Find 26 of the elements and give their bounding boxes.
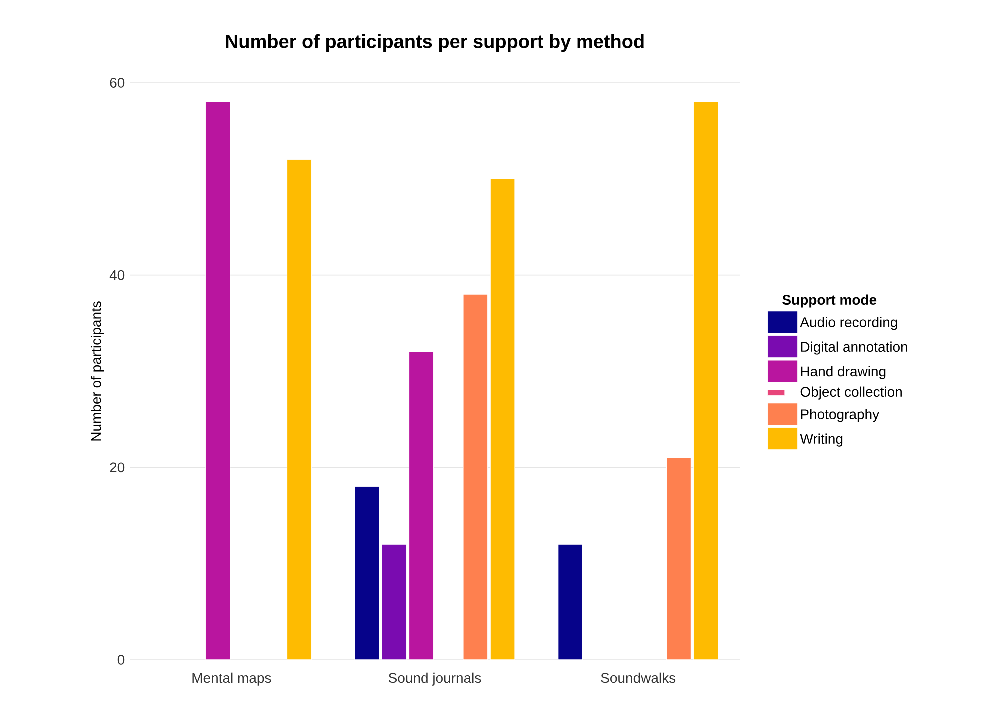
y-tick-label: 60 (110, 78, 125, 88)
legend-label: Object collection (800, 386, 902, 400)
y-tick-label: 20 (110, 462, 125, 473)
legend-label: Digital annotation (801, 342, 908, 355)
bar (354, 486, 380, 660)
bar (408, 352, 434, 660)
chart-title: Number of participants per support by method (226, 34, 644, 52)
y-tick-label: 0 (118, 655, 125, 665)
legend-title: Support mode (782, 294, 877, 308)
bar (490, 178, 516, 660)
bar (694, 102, 719, 660)
x-tick-label: Soundwalks (601, 672, 676, 684)
y-axis-title: Number of participants (90, 302, 104, 441)
y-tick-label: 40 (110, 270, 125, 280)
x-tick-label: Mental maps (192, 672, 272, 686)
legend-label: Writing (800, 434, 843, 447)
bar (206, 102, 231, 660)
x-tick-label: Sound journals (388, 672, 482, 686)
bar (463, 294, 488, 660)
bar (666, 458, 692, 660)
bar (286, 160, 312, 660)
legend-label: Audio recording (800, 317, 898, 330)
legend-label: Hand drawing (801, 366, 886, 380)
bar (382, 544, 407, 660)
legend-label: Photography (801, 409, 880, 422)
bar (558, 544, 584, 660)
